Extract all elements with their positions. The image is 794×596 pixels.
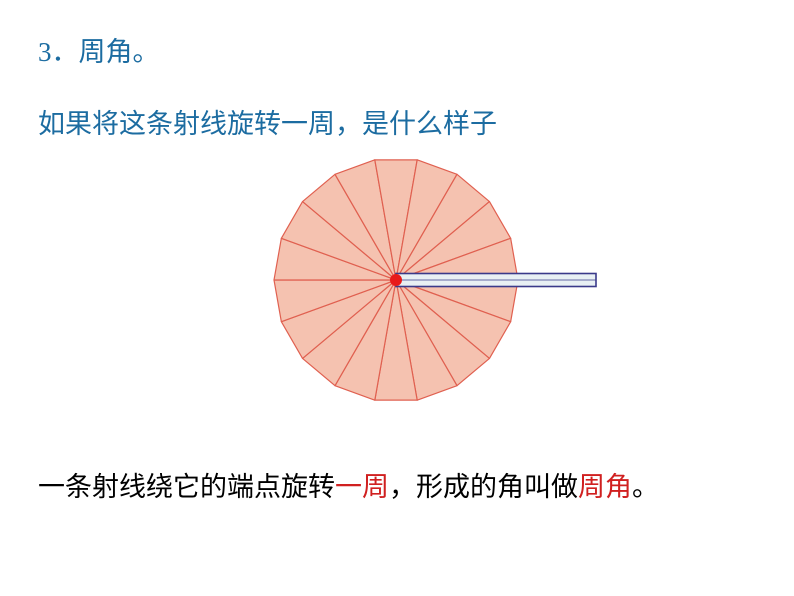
definition-part: 一条射线绕它的端点旋转 — [38, 472, 335, 502]
full-angle-diagram — [0, 0, 794, 596]
definition-text: 一条射线绕它的端点旋转一周，形成的角叫做周角。 — [38, 465, 659, 504]
definition-part: 一周 — [335, 472, 389, 502]
definition-part: ，形成的角叫做 — [389, 472, 578, 502]
definition-part: 周角 — [578, 472, 632, 502]
definition-part: 。 — [632, 472, 659, 502]
